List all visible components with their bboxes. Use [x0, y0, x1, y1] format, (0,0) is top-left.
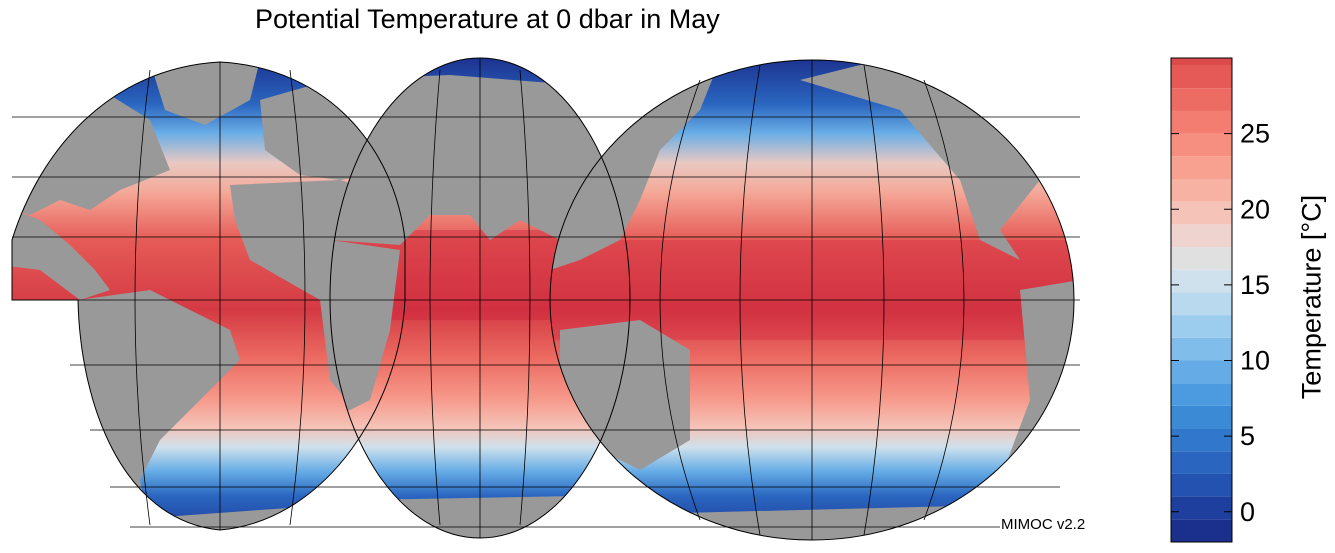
colorbar-band — [1171, 58, 1232, 66]
colorbar-band — [1171, 315, 1232, 338]
colorbar-band — [1171, 269, 1232, 293]
colorbar-band — [1171, 156, 1232, 179]
lobe-outlines — [11, 57, 1075, 541]
colorbar-band — [1171, 496, 1232, 520]
colorbar-tick-label: 10 — [1240, 346, 1270, 376]
colorbar-band — [1171, 65, 1232, 89]
colorbar-band — [1171, 133, 1232, 157]
colorbar-band — [1171, 428, 1232, 452]
colorbar-band — [1171, 337, 1232, 361]
colorbar-frame — [1170, 57, 1233, 543]
colorbar-band — [1171, 360, 1232, 384]
colorbar-tick-label: 15 — [1240, 270, 1270, 300]
map-title: Potential Temperature at 0 dbar in May — [255, 4, 720, 34]
greenland-land — [150, 62, 260, 125]
colorbar-band — [1171, 201, 1232, 225]
colorbar-band — [1171, 405, 1232, 429]
colorbar-tick-label: 25 — [1240, 119, 1270, 149]
colorbar-band — [1171, 88, 1232, 111]
colorbar-ticks: 0 5 10 15 20 25 — [1171, 119, 1270, 527]
colorbar-band — [1171, 383, 1232, 406]
africa-east-land — [330, 240, 400, 420]
ocean-temperature-map — [11, 57, 1080, 541]
credit-label: MIMOC v2.2 — [1001, 516, 1086, 533]
colorbar-tick-label: 5 — [1240, 421, 1255, 451]
colorbar-band — [1171, 110, 1232, 134]
colorbar-band — [1171, 179, 1232, 202]
colorbar-bands — [1171, 58, 1232, 542]
colorbar-band — [1171, 473, 1232, 497]
eurasia-land — [330, 75, 630, 245]
colorbar-band — [1171, 247, 1232, 270]
central-america-land — [12, 205, 110, 300]
graticule — [12, 58, 1080, 540]
colorbar-band — [1171, 224, 1232, 248]
colorbar-tick-label: 20 — [1240, 194, 1270, 224]
colorbar-band — [1171, 519, 1232, 542]
colorbar-label: Temperature [°C] — [1296, 194, 1327, 400]
colorbar-band — [1171, 292, 1232, 316]
colorbar-band — [1171, 451, 1232, 474]
colorbar-tick-label: 0 — [1240, 497, 1255, 527]
